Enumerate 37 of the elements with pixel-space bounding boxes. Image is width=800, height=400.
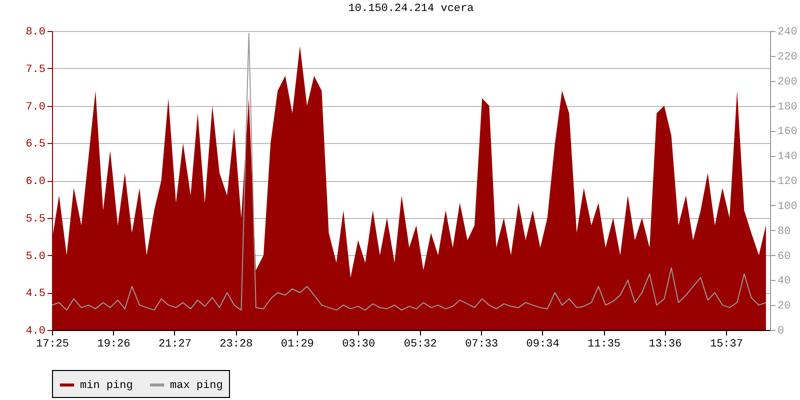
legend-label: max ping <box>170 380 223 392</box>
x-tick-label: 07:33 <box>465 338 498 350</box>
y-tick-label: 7.0 <box>26 101 46 114</box>
y2-tick-label: 100 <box>778 200 798 213</box>
y-tick-label: 4.5 <box>26 288 46 300</box>
y-tick-label: 5.0 <box>26 250 46 263</box>
y-tick-label: 5.5 <box>26 213 46 226</box>
y2-tick-label: 80 <box>778 226 791 238</box>
x-tick-label: 05:32 <box>404 338 437 350</box>
y-tick-label: 8.0 <box>26 26 46 38</box>
y2-tick-label: 20 <box>778 300 791 313</box>
y2-tick-label: 0 <box>778 326 784 338</box>
x-tick-label: 17:25 <box>36 338 70 350</box>
y-tick-label: 7.5 <box>26 64 46 76</box>
y2-tick-label: 120 <box>778 176 798 188</box>
y2-tick-label: 40 <box>778 276 791 288</box>
x-tick-label: 23:28 <box>220 338 253 350</box>
y-tick-label: 4.0 <box>26 326 46 338</box>
y2-tick-label: 180 <box>778 101 798 114</box>
x-tick-label: 19:26 <box>97 338 130 350</box>
y2-tick-label: 60 <box>778 250 791 263</box>
x-tick-label: 09:34 <box>526 338 560 350</box>
x-tick-label: 03:30 <box>342 338 376 350</box>
y-tick-label: 6.0 <box>26 176 46 188</box>
x-tick-label: 11:35 <box>588 338 621 350</box>
x-tick-label: 13:36 <box>648 338 682 350</box>
y2-tick-label: 240 <box>778 26 798 38</box>
y2-tick-label: 220 <box>778 51 798 64</box>
y-tick-label: 6.5 <box>26 138 46 151</box>
y2-tick-label: 160 <box>778 126 798 138</box>
legend-label: min ping <box>80 380 133 392</box>
chart-title: 10.150.24.214 vcera <box>348 3 474 15</box>
x-tick-label: 15:37 <box>710 338 743 350</box>
y2-tick-label: 140 <box>778 151 798 164</box>
y2-tick-label: 200 <box>778 76 798 88</box>
x-tick-label: 21:27 <box>158 338 192 350</box>
x-tick-label: 01:29 <box>280 338 314 350</box>
